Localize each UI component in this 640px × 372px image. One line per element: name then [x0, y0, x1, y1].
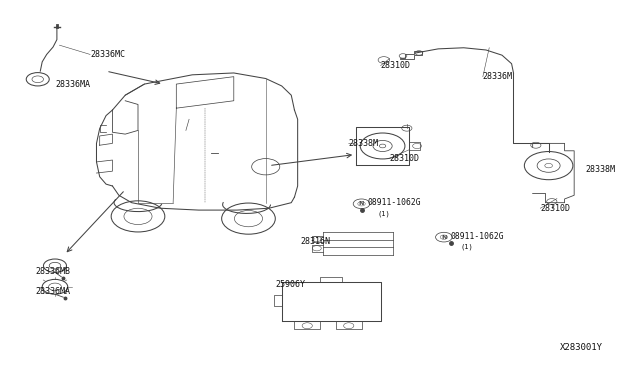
Text: (1): (1): [461, 244, 473, 250]
Text: 28336M: 28336M: [483, 72, 513, 81]
Text: 28336MA: 28336MA: [36, 287, 71, 296]
Text: 28316N: 28316N: [301, 237, 331, 246]
Text: 28336MB: 28336MB: [36, 267, 71, 276]
Text: 28336MC: 28336MC: [90, 50, 125, 59]
Text: X283001Y: X283001Y: [559, 343, 602, 352]
Text: 28310D: 28310D: [390, 154, 420, 163]
Text: 28310D: 28310D: [381, 61, 411, 70]
Text: (1): (1): [378, 211, 390, 217]
Text: 28338M: 28338M: [349, 139, 379, 148]
Text: N: N: [441, 235, 447, 240]
Text: 28338M: 28338M: [585, 165, 615, 174]
Text: 08911-1062G: 08911-1062G: [368, 198, 422, 207]
Text: 08911-1062G: 08911-1062G: [451, 231, 504, 241]
Text: N: N: [359, 201, 364, 206]
Text: 28336MA: 28336MA: [55, 80, 90, 89]
Text: 25906Y: 25906Y: [275, 280, 305, 289]
Text: 28310D: 28310D: [540, 204, 570, 213]
